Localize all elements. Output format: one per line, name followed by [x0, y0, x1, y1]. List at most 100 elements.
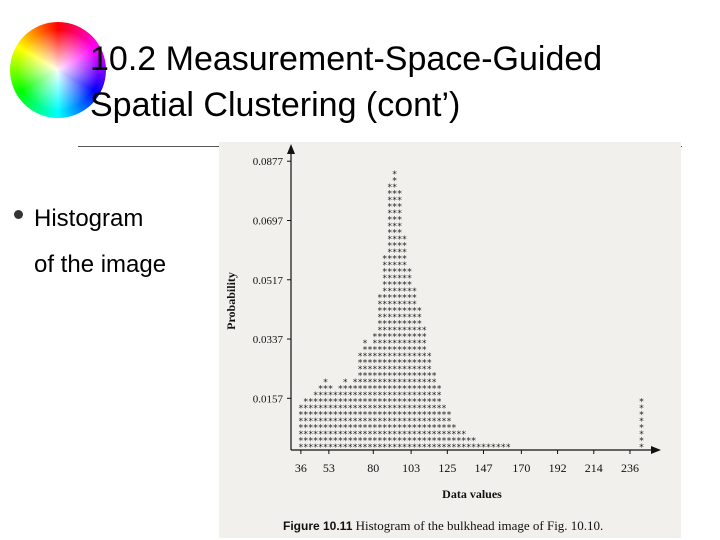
histogram-marker: *: [397, 385, 402, 395]
histogram-marker: *: [412, 339, 417, 349]
histogram-marker: *: [417, 365, 422, 375]
histogram-marker: *: [373, 365, 378, 375]
histogram-marker: *: [387, 313, 392, 323]
histogram-marker: *: [417, 359, 422, 369]
histogram-marker: *: [471, 443, 476, 453]
histogram-marker: *: [397, 352, 402, 362]
histogram-marker: *: [363, 352, 368, 362]
histogram-marker: *: [442, 411, 447, 421]
histogram-marker: *: [358, 352, 363, 362]
histogram-marker: *: [422, 333, 427, 343]
histogram-marker: *: [373, 352, 378, 362]
y-tick-label: 0.0877: [253, 156, 284, 168]
x-axis-arrow-icon: [651, 446, 661, 454]
histogram-marker: *: [387, 242, 392, 252]
histogram-bar: ********: [639, 398, 644, 454]
histogram-marker: *: [402, 385, 407, 395]
histogram-marker: *: [348, 430, 353, 440]
histogram-marker: *: [318, 443, 323, 453]
histogram-marker: *: [313, 437, 318, 447]
histogram-marker: *: [368, 437, 373, 447]
histogram-marker: *: [437, 430, 442, 440]
histogram-marker: *: [407, 430, 412, 440]
histogram-marker: *: [427, 352, 432, 362]
histogram-marker: *: [368, 372, 373, 382]
histogram-marker: *: [387, 378, 392, 388]
histogram-marker: *: [304, 417, 309, 427]
histogram-marker: *: [392, 411, 397, 421]
histogram-marker: *: [452, 437, 457, 447]
histogram-marker: *: [397, 196, 402, 206]
histogram-marker: *: [338, 398, 343, 408]
histogram-marker: *: [402, 424, 407, 434]
histogram-marker: *: [368, 346, 373, 356]
histogram-marker: *: [437, 437, 442, 447]
histogram-marker: *: [323, 443, 328, 453]
histogram-marker: *: [383, 287, 388, 297]
histogram-marker: *: [432, 411, 437, 421]
histogram-marker: *: [387, 255, 392, 265]
histogram-marker: *: [397, 424, 402, 434]
histogram-marker: *: [383, 281, 388, 291]
histogram-marker: *: [412, 378, 417, 388]
histogram-marker: *: [402, 287, 407, 297]
histogram-marker: *: [363, 411, 368, 421]
histogram-marker: *: [313, 391, 318, 401]
histogram-marker: *: [353, 391, 358, 401]
histogram-marker: *: [383, 443, 388, 453]
histogram-marker: *: [378, 352, 383, 362]
histogram-marker: *: [447, 437, 452, 447]
histogram-marker: *: [422, 326, 427, 336]
histogram-marker: *: [397, 287, 402, 297]
histogram-marker: *: [363, 443, 368, 453]
histogram-marker: *: [323, 398, 328, 408]
histogram-marker: *: [412, 424, 417, 434]
histogram-marker: *: [378, 359, 383, 369]
histogram-marker: *: [639, 443, 644, 453]
histogram-marker: *: [387, 248, 392, 258]
histogram-marker: *: [392, 391, 397, 401]
histogram-marker: *: [437, 391, 442, 401]
histogram-marker: *: [392, 209, 397, 219]
histogram-marker: *: [407, 300, 412, 310]
histogram-marker: *: [387, 222, 392, 232]
histogram-marker: *: [299, 443, 304, 453]
histogram-marker: *: [373, 430, 378, 440]
histogram-bar: *****************: [363, 339, 368, 453]
histogram-marker: *: [392, 437, 397, 447]
histogram-marker: *: [387, 190, 392, 200]
histogram-marker: *: [363, 424, 368, 434]
histogram-marker: *: [387, 287, 392, 297]
histogram-marker: *: [323, 417, 328, 427]
histogram-marker: *: [402, 372, 407, 382]
histogram-marker: *: [639, 404, 644, 414]
histogram-marker: *: [392, 333, 397, 343]
histogram-marker: *: [304, 398, 309, 408]
histogram-marker: *: [387, 229, 392, 239]
histogram-marker: *: [387, 281, 392, 291]
histogram-marker: *: [412, 346, 417, 356]
histogram-marker: *: [387, 300, 392, 310]
histogram-marker: *: [397, 417, 402, 427]
histogram-marker: *: [378, 411, 383, 421]
histogram-marker: *: [407, 372, 412, 382]
histogram-marker: *: [383, 268, 388, 278]
histogram-marker: *: [308, 437, 313, 447]
histogram-marker: *: [368, 352, 373, 362]
histogram-marker: *: [318, 417, 323, 427]
histogram-bar: ************************: [378, 294, 383, 454]
histogram-marker: *: [476, 443, 481, 453]
histogram-marker: *: [338, 385, 343, 395]
histogram-marker: *: [397, 300, 402, 310]
histogram-marker: *: [338, 443, 343, 453]
histogram-marker: *: [353, 424, 358, 434]
histogram-marker: *: [402, 359, 407, 369]
histogram-marker: *: [378, 346, 383, 356]
histogram-marker: *: [328, 424, 333, 434]
histogram-marker: *: [457, 443, 462, 453]
histogram-marker: *: [412, 430, 417, 440]
histogram-marker: *: [407, 333, 412, 343]
histogram-marker: *: [308, 398, 313, 408]
histogram-marker: *: [383, 417, 388, 427]
histogram-marker: *: [412, 294, 417, 304]
